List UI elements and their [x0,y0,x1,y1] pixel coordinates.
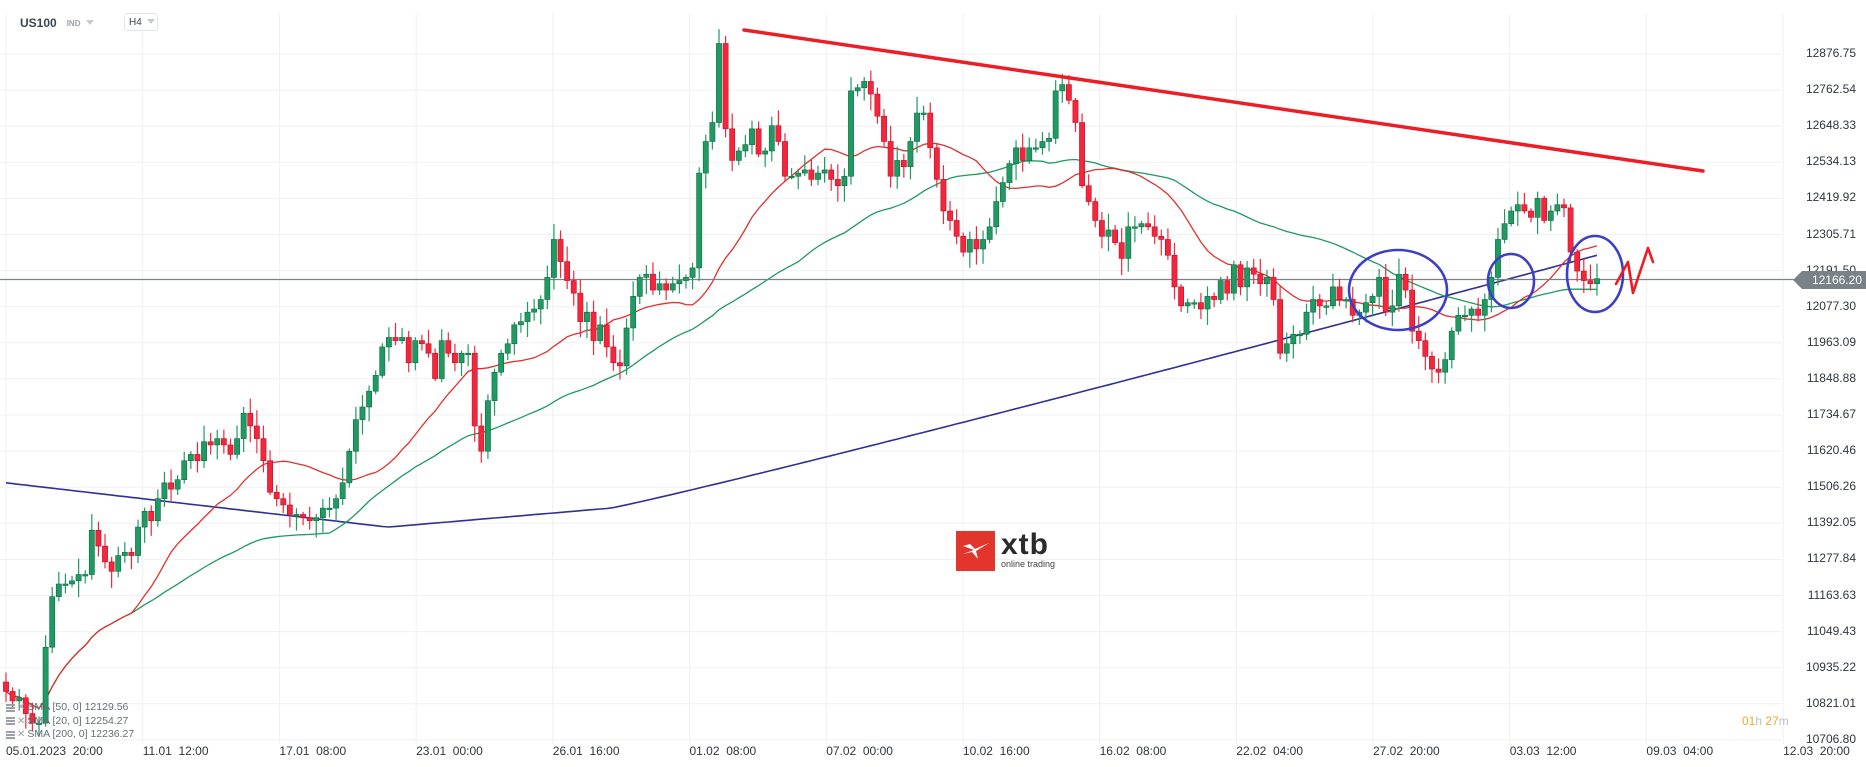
indicator-value: 12254.27 [84,714,129,727]
price-tick-label: 12876.75 [1805,46,1856,60]
price-tick-label: 11277.84 [1806,551,1856,566]
indicator-label: SMA [200, 0] [27,728,88,740]
price-tick-label: 11734.67 [1806,407,1856,421]
price-tick-label: 12305.71 [1805,226,1856,241]
xtb-logo: xtb online trading [956,528,1056,571]
resistance-trendline[interactable] [742,28,1705,173]
indicator-label: SMA [50, 0] [27,701,82,713]
annotation-ellipse-2[interactable] [1486,252,1536,310]
price-tick-label: 12648.33 [1805,118,1856,133]
time-tick-label: 23.01 00:00 [416,744,483,758]
timeframe-select[interactable]: H4 [124,13,158,31]
time-tick-label: 01.02 08:00 [689,744,757,758]
close-icon[interactable]: ✕ [17,715,26,727]
price-tick-label: 11848.88 [1806,370,1856,385]
xtb-logo-mark-icon [956,531,995,571]
close-icon[interactable]: ✕ [17,729,26,740]
logo-wordmark: xtb [1001,528,1049,561]
price-tick-label: 11963.09 [1806,334,1856,349]
price-tick-label: 12534.13 [1805,154,1856,169]
chart-grid [0,14,1784,744]
time-tick-label: 27.02 20:00 [1373,744,1440,758]
time-tick-label: 05.01.2023 20:00 [6,744,103,758]
timer-hours-unit: h [1755,714,1763,728]
indicator-sma-200[interactable]: ✕ SMA [200, 0] 12236.27 [6,728,134,742]
price-tick-label: 10706.80 [1805,731,1856,746]
annotation-ellipse-3[interactable] [1565,234,1625,314]
sma-200-line [5,254,1598,528]
time-tick-label: 11.01 12:00 [142,744,209,758]
timer-minutes: 27 [1765,714,1779,728]
price-tick-label: 11392.05 [1806,515,1856,530]
current-price-tag: 12166.20 [1793,271,1866,289]
time-tick-label: 26.01 16:00 [552,744,620,758]
market-type-label: IND [66,18,81,28]
indicator-legend: ✕ SMA [50, 0] 12129.56 ✕ SMA [20, 0] 122… [6,701,134,742]
time-tick-label: 09.03 04:00 [1646,744,1714,758]
price-tick-label: 11620.46 [1806,443,1856,458]
sma-50-line [5,158,1598,710]
price-tick-label: 12419.92 [1805,190,1856,205]
projection-zigzag[interactable] [1614,246,1655,295]
settings-icon[interactable] [6,717,15,726]
time-tick-label: 03.03 12:00 [1509,744,1577,758]
candle-countdown-timer: 01h 27m [1742,714,1789,728]
annotation-ellipse-1[interactable] [1347,248,1449,332]
indicator-value: 12129.56 [84,701,129,713]
settings-icon[interactable] [6,730,15,739]
timeframe-value: H4 [129,16,142,28]
symbol-name[interactable]: US100 [20,16,57,30]
indicator-sma-50[interactable]: ✕ SMA [50, 0] 12129.56 [6,701,134,715]
price-tick-label: 12077.30 [1805,298,1856,313]
indicator-value: 12236.27 [90,728,135,740]
symbol-dropdown-icon[interactable] [86,19,95,25]
close-icon[interactable]: ✕ [17,702,26,713]
time-tick-label: 12.03 20:00 [1783,744,1850,758]
timer-hours: 01 [1742,714,1756,728]
chart-toolbar: US100 IND [6,12,95,34]
time-tick-label: 22.02 04:00 [1236,744,1304,758]
price-tick-label: 11506.26 [1806,479,1856,494]
drawing-annotations[interactable] [742,28,1705,332]
indicator-sma-20[interactable]: ✕ SMA [20, 0] 12254.27 [6,715,134,729]
time-tick-label: 10.02 16:00 [962,744,1030,758]
price-tick-label: 11163.63 [1807,587,1856,602]
chevron-down-icon [146,18,155,24]
price-tick-label: 12762.54 [1805,82,1856,97]
timer-minutes-unit: m [1778,714,1789,728]
price-tick-label: 11049.43 [1806,623,1856,638]
price-tick-label: 10821.01 [1805,695,1856,710]
time-tick-label: 16.02 08:00 [1099,744,1167,758]
time-tick-label: 07.02 00:00 [826,744,893,758]
price-tick-label: 10935.22 [1805,659,1856,674]
candlestick-series [3,29,1600,737]
indicator-label: SMA [20, 0] [27,714,82,727]
time-tick-label: 17.01 08:00 [279,744,347,758]
settings-icon[interactable] [6,703,15,712]
logo-tagline: online trading [1001,559,1056,569]
